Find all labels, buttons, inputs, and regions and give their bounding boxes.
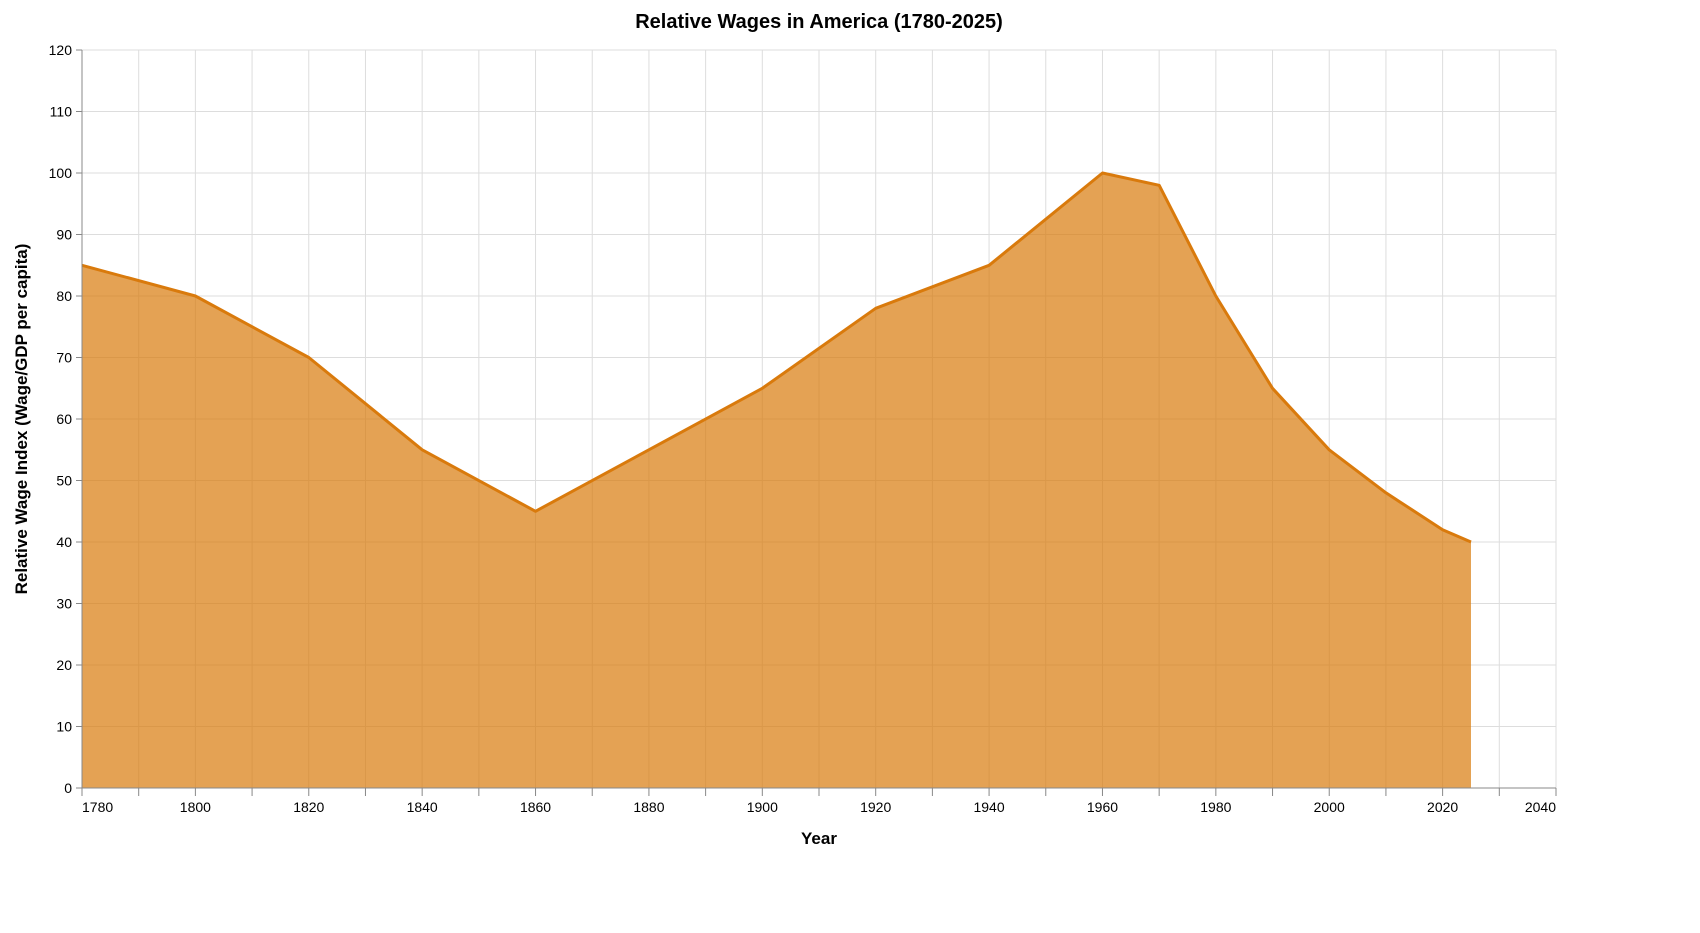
y-tick-label: 0: [64, 780, 72, 796]
y-tick-label: 100: [49, 165, 73, 181]
y-tick-label: 20: [56, 657, 72, 673]
y-tick-label: 90: [56, 227, 72, 243]
x-tick-label: 2000: [1314, 799, 1345, 815]
x-tick-label: 1960: [1087, 799, 1118, 815]
y-tick-label: 110: [50, 104, 73, 120]
y-axis-title: Relative Wage Index (Wage/GDP per capita…: [12, 244, 31, 595]
y-tick-label: 50: [56, 473, 72, 489]
y-tick-label: 10: [56, 719, 72, 735]
y-tick-label: 40: [56, 534, 72, 550]
y-tick-label: 70: [56, 350, 72, 366]
x-tick-label: 1800: [180, 799, 211, 815]
x-tick-label: 1940: [973, 799, 1004, 815]
x-tick-label: 1880: [633, 799, 664, 815]
y-tick-label: 30: [56, 596, 72, 612]
x-tick-label: 1860: [520, 799, 551, 815]
x-tick-label: 1900: [747, 799, 778, 815]
x-axis-title: Year: [801, 829, 837, 848]
chart-title: Relative Wages in America (1780-2025): [635, 11, 1003, 33]
x-tick-label: 1780: [82, 799, 113, 815]
x-tick-label: 1840: [407, 799, 438, 815]
x-tick-label: 1920: [860, 799, 891, 815]
area-marks: [82, 173, 1471, 788]
x-tick-label: 1980: [1200, 799, 1231, 815]
y-tick-label: 80: [56, 288, 72, 304]
x-tick-label: 1820: [293, 799, 324, 815]
x-tick-label: 2020: [1427, 799, 1458, 815]
x-tick-label: 2040: [1525, 799, 1556, 815]
y-tick-label: 120: [49, 42, 73, 58]
y-tick-label: 60: [56, 411, 72, 427]
area-fill: [82, 173, 1471, 788]
